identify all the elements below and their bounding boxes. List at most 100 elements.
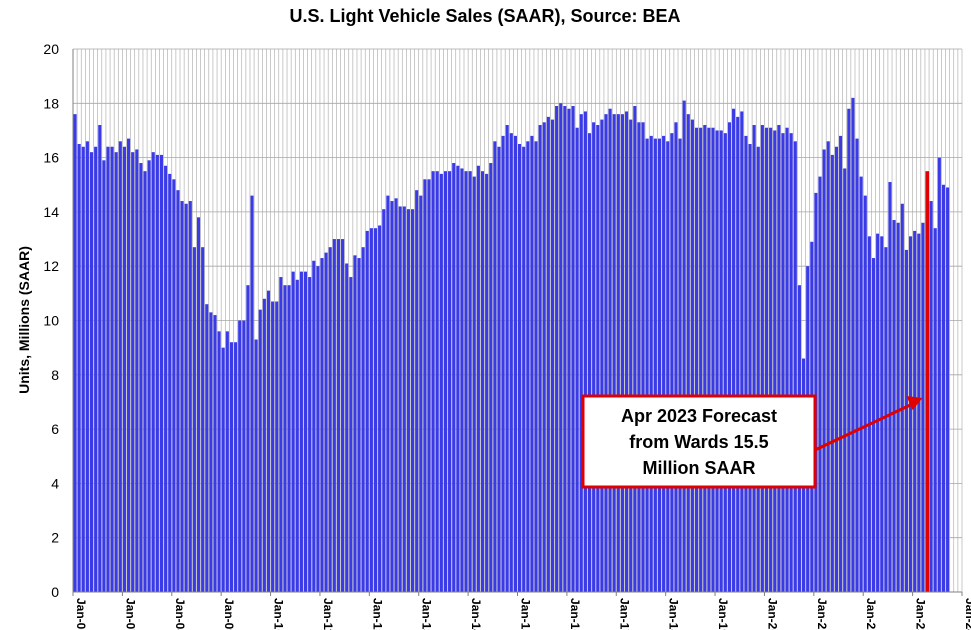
bar (629, 119, 633, 592)
bar (196, 217, 201, 592)
bar (468, 171, 472, 593)
bar (550, 119, 555, 592)
bar (579, 114, 583, 592)
bar (876, 233, 880, 592)
bar (209, 312, 213, 592)
bar (941, 184, 946, 592)
bar (431, 171, 435, 593)
bar (744, 135, 748, 592)
bar (283, 285, 287, 592)
forecast-bar (925, 171, 930, 593)
bar (143, 171, 147, 593)
bar (674, 122, 678, 593)
y-tick-label: 20 (43, 41, 59, 57)
bar (303, 271, 308, 592)
bar (777, 125, 781, 593)
bar (419, 195, 423, 593)
bar (814, 192, 818, 592)
bar (637, 122, 641, 593)
y-tick-label: 16 (43, 150, 59, 166)
bar (320, 258, 324, 592)
bar (213, 315, 217, 592)
bar (583, 111, 587, 592)
bar (114, 152, 118, 593)
bar (299, 271, 303, 592)
y-tick-label: 18 (43, 95, 59, 111)
bar (480, 171, 485, 593)
bar (526, 141, 530, 592)
bar (501, 135, 505, 592)
bar (748, 144, 752, 592)
bar (732, 108, 736, 592)
bar (587, 133, 592, 593)
bar (773, 130, 777, 592)
bar (563, 106, 567, 592)
bar (406, 209, 410, 592)
bar (411, 209, 415, 592)
x-tick-label: Jan-15 (519, 598, 533, 630)
bar (493, 141, 497, 592)
bar (456, 165, 460, 592)
bar (81, 146, 85, 593)
bar (225, 331, 229, 592)
y-tick-label: 4 (51, 475, 59, 491)
bar (476, 165, 480, 592)
bar (402, 206, 406, 592)
x-tick-label: Jan-22 (864, 598, 878, 630)
bar (328, 247, 332, 592)
bar (341, 239, 345, 593)
bar (933, 228, 937, 592)
annotation-text-line: Apr 2023 Forecast (621, 406, 777, 426)
bar (85, 141, 89, 592)
bar (279, 277, 283, 592)
bar (295, 279, 299, 592)
annotation-arrow-line (814, 402, 914, 452)
bar (633, 106, 637, 592)
bar (851, 97, 855, 593)
bar (262, 298, 266, 592)
bar (221, 347, 225, 592)
bar (135, 149, 139, 592)
x-tick-label: Jan-11 (321, 598, 335, 630)
bar (769, 127, 773, 593)
bar (184, 203, 188, 592)
bar (110, 146, 114, 593)
bar (559, 103, 563, 593)
bar (686, 114, 690, 592)
bar (452, 163, 456, 592)
bar (275, 301, 279, 592)
bar (77, 144, 81, 592)
bar (448, 171, 452, 593)
plot-area: 0 2 4 6 8 10 12 14 16 18 20 Jan-06 Jan-07 Jan-08 Jan-0… (43, 41, 971, 630)
x-tick-label: Jan-16 (568, 598, 582, 630)
bar (608, 108, 612, 592)
bar (616, 114, 620, 592)
bar (662, 135, 666, 592)
bar (522, 146, 526, 593)
bar (489, 163, 493, 592)
bar (546, 116, 550, 592)
bar (657, 138, 662, 592)
x-tick-label: Jan-14 (469, 598, 483, 630)
bar (308, 277, 312, 592)
bar (159, 154, 164, 592)
bar (913, 230, 917, 592)
bar (571, 106, 575, 592)
x-tick-label: Jan-19 (716, 598, 730, 630)
bar (188, 201, 192, 593)
x-tick-label: Jan-20 (765, 598, 779, 630)
bar (332, 239, 336, 593)
x-tick-label: Jan-17 (617, 598, 631, 630)
bar (106, 146, 110, 593)
bar (917, 233, 921, 592)
annotation-arrow-head (906, 396, 923, 410)
x-tick-label: Jan-13 (420, 598, 434, 630)
bar (888, 182, 892, 592)
x-tick-label: Jan-07 (123, 598, 137, 630)
bar (518, 144, 522, 592)
bar (349, 277, 353, 592)
bar (818, 176, 822, 593)
bar (703, 125, 707, 593)
x-tick-label: Jan-23 (914, 598, 928, 630)
bar (649, 135, 653, 592)
